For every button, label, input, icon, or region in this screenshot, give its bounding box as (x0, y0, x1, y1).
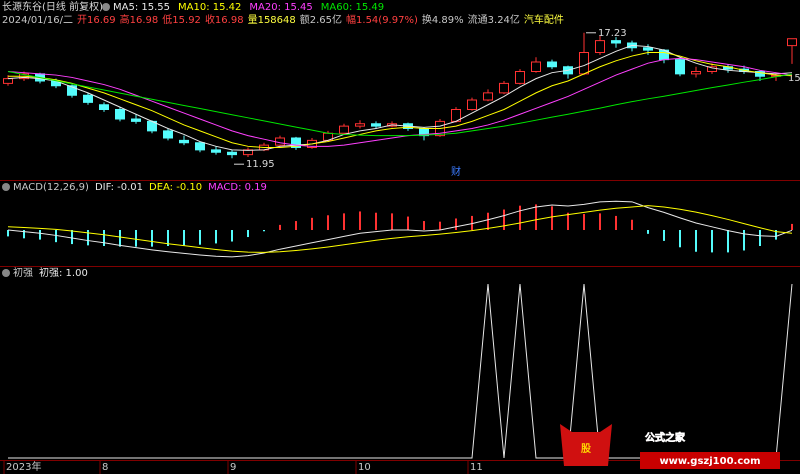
candle-body (211, 149, 221, 153)
annotation-label: 17.23 (598, 28, 627, 39)
candle-body (131, 118, 141, 122)
watermark: 股 公式之家 www.gszj100.com (560, 424, 780, 469)
quote-info: 汽车配件 (524, 13, 564, 26)
ma-line (7, 44, 793, 151)
quote-info: 高16.98 (120, 13, 159, 26)
logo-badge (560, 424, 612, 466)
macd-line (7, 205, 793, 253)
x-tick-label: 2023年 (6, 460, 41, 473)
quote-info: 换4.89% (422, 13, 464, 26)
quote-info: 额2.65亿 (300, 13, 342, 26)
candle-body (643, 47, 653, 51)
candle-body (83, 94, 93, 103)
candle-body (371, 123, 381, 127)
candle-body (787, 38, 797, 47)
x-tick-label: 8 (102, 462, 108, 473)
candle-body (163, 130, 173, 139)
candle-body (755, 71, 765, 77)
legend-entry: MA5: 15.55 (113, 2, 170, 13)
candle-body (547, 61, 557, 68)
indicator-header: 初强 (13, 266, 33, 279)
indicator-header: MACD: 0.19 (208, 182, 267, 193)
candle-body (67, 85, 77, 96)
site-name: 公式之家 (645, 431, 686, 444)
quote-info: 低15.92 (162, 13, 201, 26)
candle-body (499, 82, 509, 94)
candle-body (531, 61, 541, 72)
quote-info: 幅1.54(9.97%) (346, 13, 418, 26)
candle-body (291, 137, 301, 148)
candle-body (3, 78, 13, 84)
header-icon (102, 3, 110, 11)
candle-body (195, 142, 205, 151)
legend-entry: MA60: 15.49 (321, 2, 384, 13)
ma-line (7, 71, 793, 137)
indicator-header: 初强: 1.00 (39, 266, 88, 279)
ma-line (8, 52, 793, 148)
event-marker: 财 (451, 165, 461, 178)
candle-body (99, 104, 109, 110)
x-tick-label: 11 (470, 462, 483, 473)
x-tick-label: 10 (358, 462, 371, 473)
site-url: www.gszj100.com (659, 456, 760, 467)
header-icon (2, 269, 10, 277)
quote-info: 量158648 (248, 14, 296, 26)
edge-price-label: 15 (788, 73, 800, 84)
indicator-header: DIF: -0.01 (95, 182, 143, 193)
candle-body (467, 99, 477, 110)
indicator-header: MACD(12,26,9) (13, 182, 89, 193)
macd-line (7, 200, 793, 258)
candle-body (691, 71, 701, 75)
quote-info: 开16.69 (77, 15, 116, 26)
candle-body (355, 123, 365, 127)
candle-body (483, 92, 493, 101)
stock-title: 长源东谷(日线 前复权) (2, 0, 103, 13)
candle-body (339, 125, 349, 134)
indicator-header: DEA: -0.10 (149, 182, 202, 193)
header-icon (2, 183, 10, 191)
candle-body (579, 52, 589, 75)
candle-body (707, 66, 717, 72)
x-tick-label: 9 (230, 462, 236, 473)
candle-body (595, 40, 605, 53)
annotation-label: 11.95 (246, 159, 275, 170)
candle-body (179, 139, 189, 144)
legend-entry: MA20: 15.45 (249, 2, 312, 13)
quote-info: 2024/01/16/二 (2, 15, 73, 26)
quote-info: 收16.98 (205, 13, 244, 26)
candle-body (515, 71, 525, 84)
candle-body (115, 109, 125, 120)
candle-body (611, 40, 621, 44)
logo-text: 股 (581, 443, 592, 455)
candle-body (675, 59, 685, 75)
candle-body (227, 151, 237, 156)
quote-info: 流通3.24亿 (468, 13, 520, 26)
legend-entry: MA10: 15.42 (178, 2, 241, 13)
url-bar (640, 452, 780, 469)
